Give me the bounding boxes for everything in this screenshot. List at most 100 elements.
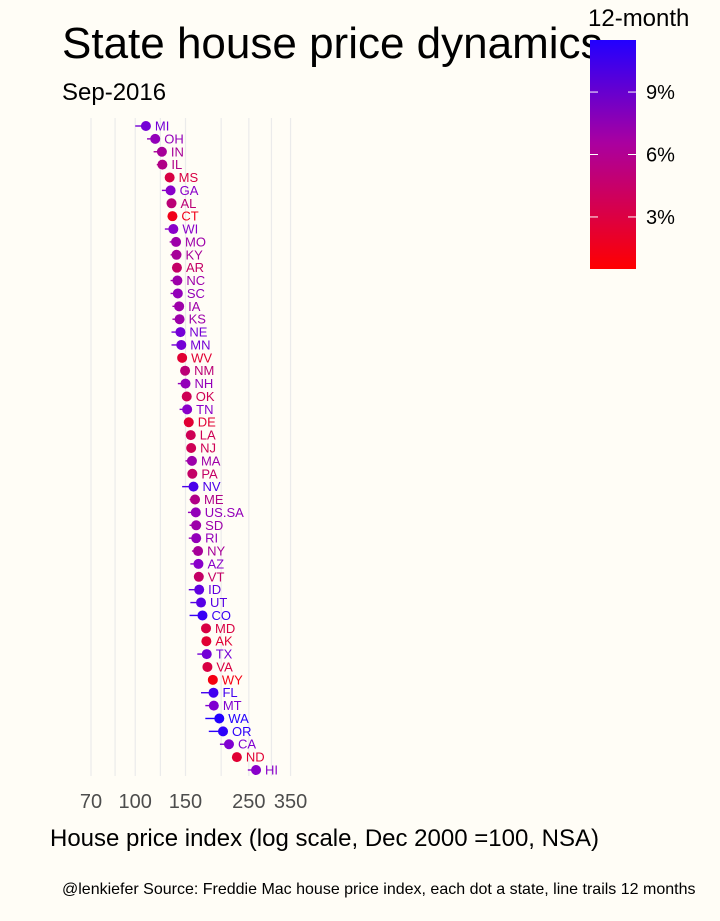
state-label: WI <box>182 222 198 237</box>
state-dot <box>201 649 212 660</box>
state-dot <box>218 726 229 737</box>
state-label: CO <box>211 608 231 623</box>
state-dot <box>182 404 193 415</box>
state-label: NJ <box>200 441 216 456</box>
state-dot <box>214 713 225 724</box>
state-label: NH <box>194 376 213 391</box>
state-dot <box>140 121 151 131</box>
state-dot <box>164 172 175 183</box>
state-dot <box>201 636 212 647</box>
state-label: VT <box>208 569 225 584</box>
state-dot <box>150 133 161 144</box>
state-dot <box>188 481 199 492</box>
state-label: RI <box>205 531 218 546</box>
state-label: ID <box>208 582 221 597</box>
state-label: NM <box>194 363 214 378</box>
state-label: MN <box>190 337 210 352</box>
legend-tick-label: 9% <box>646 82 675 104</box>
state-dot <box>186 443 197 453</box>
state-dot <box>174 314 185 325</box>
state-dot <box>191 520 202 531</box>
x-axis-ticks: 70 100 150 250 350 <box>80 791 307 813</box>
state-label: MT <box>223 698 242 713</box>
x-tick-label: 250 <box>232 791 265 813</box>
state-dot <box>196 597 207 608</box>
state-label: SD <box>205 518 223 533</box>
chart-title: State house price dynamics <box>62 19 603 68</box>
state-label: DE <box>198 415 216 430</box>
legend-ticks: 3% 6% 9% <box>590 82 675 229</box>
state-label: NY <box>207 544 225 559</box>
x-tick-label: 350 <box>274 791 307 813</box>
state-dot <box>187 468 198 479</box>
state-label: MD <box>215 621 235 636</box>
x-tick-label: 70 <box>80 791 102 813</box>
state-label: NE <box>189 325 207 340</box>
state-dot <box>171 262 182 273</box>
state-dot <box>165 185 176 196</box>
state-dot <box>208 687 219 698</box>
x-tick-label: 150 <box>169 791 202 813</box>
legend-tick-label: 3% <box>646 207 675 229</box>
state-dot <box>190 494 201 505</box>
state-dot <box>156 146 167 157</box>
state-label: IL <box>171 157 182 172</box>
chart-subtitle: Sep-2016 <box>62 79 166 106</box>
state-dot <box>197 610 208 621</box>
state-label: AK <box>215 634 233 649</box>
legend: 12-month 3% 6% 9% <box>588 5 689 269</box>
legend-title: 12-month <box>588 5 689 32</box>
state-dot <box>172 288 183 299</box>
state-dot <box>194 584 205 595</box>
state-label: NV <box>203 479 221 494</box>
state-label: KS <box>189 312 207 327</box>
state-dot <box>171 249 182 260</box>
state-dot <box>191 533 202 544</box>
state-label: WV <box>191 350 212 365</box>
state-label: PA <box>201 466 218 481</box>
state-label: TN <box>196 402 213 417</box>
state-label: CA <box>238 737 256 752</box>
state-label: OK <box>196 389 215 404</box>
legend-tick-label: 6% <box>646 145 675 167</box>
state-dot <box>251 765 262 775</box>
state-label: OH <box>164 131 184 146</box>
state-label: MI <box>155 119 169 134</box>
state-label: UT <box>210 595 227 610</box>
state-dot <box>207 674 218 685</box>
state-dot <box>167 211 178 222</box>
state-dot <box>176 339 187 350</box>
x-tick-label: 100 <box>119 791 152 813</box>
state-label: LA <box>200 428 216 443</box>
state-label: NC <box>186 273 205 288</box>
state-label: WA <box>228 711 249 726</box>
state-dot <box>185 430 196 441</box>
state-label: TX <box>216 647 233 662</box>
state-dot <box>157 159 168 170</box>
state-dot <box>190 507 201 518</box>
state-label: AL <box>181 196 197 211</box>
state-label: OR <box>232 724 252 739</box>
state-label: US.SA <box>205 505 244 520</box>
state-label: MS <box>179 170 199 185</box>
state-label: VA <box>216 659 233 674</box>
state-label: IA <box>188 299 201 314</box>
state-label: AR <box>186 260 204 275</box>
state-label: SC <box>187 286 205 301</box>
state-dot <box>223 739 234 750</box>
state-dot <box>201 623 212 634</box>
state-label: ND <box>246 750 265 765</box>
state-label: MA <box>201 453 221 468</box>
x-axis-label: House price index (log scale, Dec 2000 =… <box>50 825 599 852</box>
state-dot <box>193 571 204 582</box>
state-dot <box>183 417 194 428</box>
state-dot <box>181 391 192 402</box>
state-dot <box>180 378 191 389</box>
state-dot <box>166 198 177 209</box>
state-label: AZ <box>207 556 224 571</box>
state-label: FL <box>222 685 237 700</box>
state-label: HI <box>265 763 278 778</box>
state-dot <box>193 558 204 569</box>
state-label: KY <box>186 247 204 262</box>
state-dot <box>186 455 197 466</box>
